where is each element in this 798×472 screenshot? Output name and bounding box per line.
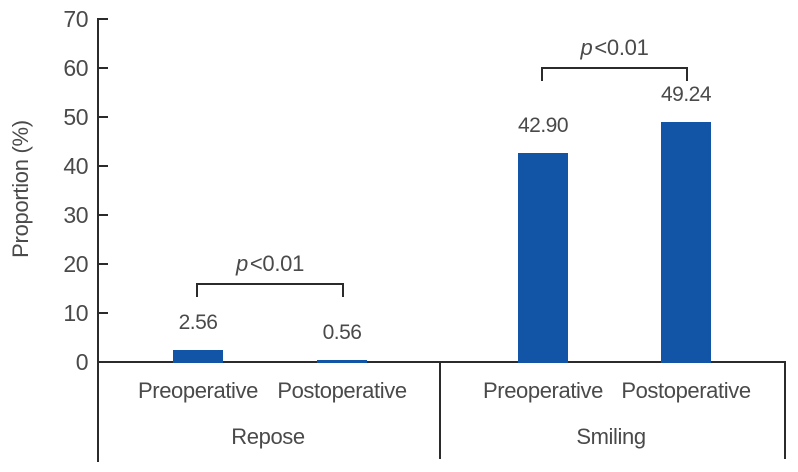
y-tick-label-20: 20 bbox=[63, 251, 88, 277]
significance-bracket bbox=[541, 67, 688, 69]
significance-label: p<0.01 bbox=[210, 251, 330, 277]
bar-smiling-postoperative bbox=[661, 122, 711, 363]
category-label-postoperative: Postoperative bbox=[277, 378, 407, 403]
significance-bracket-end bbox=[342, 283, 344, 297]
significance-bracket-end bbox=[196, 283, 198, 297]
bar-value-label: 0.56 bbox=[322, 321, 362, 344]
y-tick-label-40: 40 bbox=[63, 153, 88, 179]
significance-label: p<0.01 bbox=[555, 35, 675, 61]
significance-bracket-end bbox=[541, 67, 543, 81]
significance-bracket-end bbox=[686, 67, 688, 81]
p-threshold: <0.01 bbox=[594, 35, 649, 60]
y-axis-title: Proportion (%) bbox=[8, 120, 33, 258]
y-tick-30 bbox=[99, 214, 108, 216]
y-tick-50 bbox=[99, 116, 108, 118]
group-label-smiling: Smiling bbox=[576, 424, 646, 449]
category-label-postoperative: Postoperative bbox=[621, 378, 751, 403]
significance-bracket bbox=[196, 283, 344, 285]
p-symbol: p bbox=[580, 35, 593, 60]
y-tick-label-0: 0 bbox=[75, 349, 89, 375]
category-label-preoperative: Preoperative bbox=[138, 378, 258, 403]
bar-value-label: 49.24 bbox=[660, 83, 712, 106]
bar-smiling-preoperative bbox=[518, 153, 568, 363]
y-tick-label-50: 50 bbox=[63, 104, 88, 130]
y-tick-40 bbox=[99, 165, 108, 167]
x-axis-baseline bbox=[97, 361, 786, 363]
y-tick-70 bbox=[99, 18, 108, 20]
y-tick-label-70: 70 bbox=[63, 6, 88, 32]
bar-value-label: 2.56 bbox=[178, 311, 218, 334]
bar-repose-postoperative bbox=[317, 360, 367, 363]
y-tick-label-60: 60 bbox=[63, 55, 88, 81]
category-label-preoperative: Preoperative bbox=[483, 378, 603, 403]
y-tick-10 bbox=[99, 312, 108, 314]
bar-value-label: 42.90 bbox=[517, 114, 569, 137]
y-tick-60 bbox=[99, 67, 108, 69]
y-tick-0 bbox=[99, 361, 108, 363]
y-axis-line bbox=[97, 18, 99, 462]
bar-repose-preoperative bbox=[173, 350, 223, 363]
group-divider-2 bbox=[784, 361, 786, 459]
y-tick-label-30: 30 bbox=[63, 202, 88, 228]
p-symbol: p bbox=[235, 251, 248, 276]
y-tick-20 bbox=[99, 263, 108, 265]
y-tick-label-10: 10 bbox=[63, 300, 88, 326]
p-threshold: <0.01 bbox=[249, 251, 305, 276]
group-divider-1 bbox=[439, 361, 441, 459]
group-label-repose: Repose bbox=[231, 424, 305, 449]
